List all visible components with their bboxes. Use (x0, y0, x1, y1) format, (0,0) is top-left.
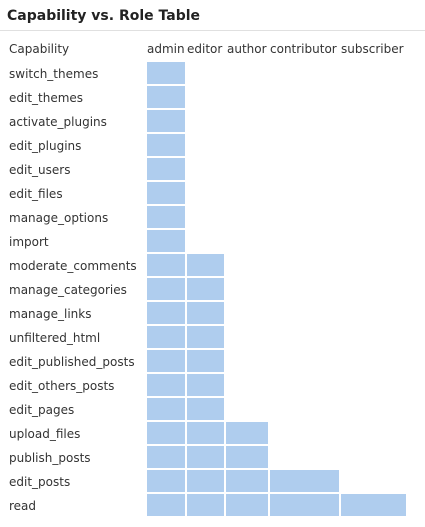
granted-cell-admin (147, 374, 185, 396)
column-header-editor: editor (187, 42, 223, 56)
capability-label: moderate_comments (9, 259, 137, 273)
granted-cell-author (226, 494, 268, 516)
capability-label: edit_pages (9, 403, 75, 417)
granted-cell-author (226, 470, 268, 492)
granted-cell-subscriber (341, 494, 406, 516)
title-divider (0, 30, 425, 31)
granted-cell-admin (147, 230, 185, 252)
granted-cell-admin (147, 110, 185, 132)
granted-cell-editor (187, 350, 224, 372)
granted-cell-contributor (270, 470, 339, 492)
capability-label: manage_links (9, 307, 92, 321)
granted-cell-editor (187, 326, 224, 348)
capability-label: read (9, 499, 37, 513)
capability-label: edit_posts (9, 475, 71, 489)
granted-cell-admin (147, 302, 185, 324)
granted-cell-editor (187, 494, 224, 516)
capability-label: switch_themes (9, 67, 99, 81)
granted-cell-editor (187, 470, 224, 492)
capability-label: edit_users (9, 163, 71, 177)
column-header-admin: admin (147, 42, 185, 56)
granted-cell-author (226, 446, 268, 468)
granted-cell-editor (187, 446, 224, 468)
granted-cell-admin (147, 206, 185, 228)
granted-cell-admin (147, 158, 185, 180)
capability-label: manage_categories (9, 283, 127, 297)
capability-label: edit_plugins (9, 139, 82, 153)
granted-cell-contributor (270, 494, 339, 516)
granted-cell-admin (147, 398, 185, 420)
capability-label: edit_files (9, 187, 63, 201)
column-header-contributor: contributor (270, 42, 337, 56)
granted-cell-editor (187, 254, 224, 276)
granted-cell-admin (147, 278, 185, 300)
granted-cell-admin (147, 446, 185, 468)
column-header-capability: Capability (9, 42, 70, 56)
capability-label: edit_published_posts (9, 355, 135, 369)
granted-cell-admin (147, 254, 185, 276)
granted-cell-editor (187, 302, 224, 324)
capability-label: edit_themes (9, 91, 84, 105)
table-title: Capability vs. Role Table (7, 8, 201, 24)
granted-cell-admin (147, 62, 185, 84)
capability-label: publish_posts (9, 451, 91, 465)
granted-cell-admin (147, 350, 185, 372)
capability-label: import (9, 235, 49, 249)
granted-cell-admin (147, 86, 185, 108)
granted-cell-admin (147, 422, 185, 444)
granted-cell-editor (187, 374, 224, 396)
granted-cell-admin (147, 182, 185, 204)
granted-cell-admin (147, 470, 185, 492)
granted-cell-admin (147, 326, 185, 348)
column-header-author: author (227, 42, 267, 56)
granted-cell-editor (187, 398, 224, 420)
capability-label: activate_plugins (9, 115, 107, 129)
column-header-subscriber: subscriber (341, 42, 404, 56)
granted-cell-admin (147, 134, 185, 156)
capability-label: edit_others_posts (9, 379, 115, 393)
granted-cell-editor (187, 422, 224, 444)
granted-cell-author (226, 422, 268, 444)
granted-cell-admin (147, 494, 185, 516)
capability-label: upload_files (9, 427, 81, 441)
capability-label: manage_options (9, 211, 109, 225)
capability-label: unfiltered_html (9, 331, 101, 345)
granted-cell-editor (187, 278, 224, 300)
